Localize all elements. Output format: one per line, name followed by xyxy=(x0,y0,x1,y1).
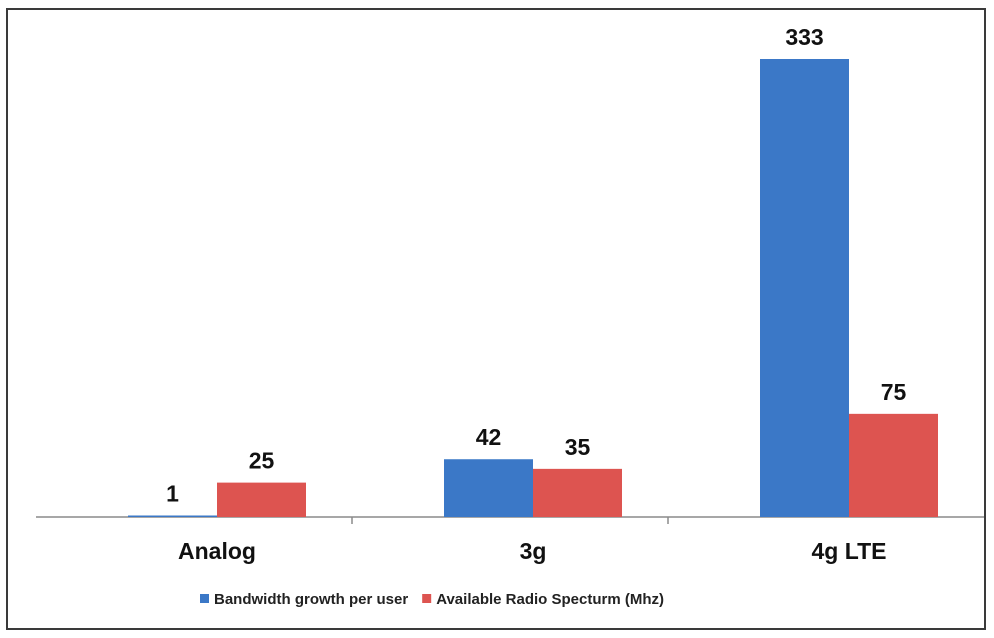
legend-label: Bandwidth growth per user xyxy=(214,591,408,608)
category-label: 4g LTE xyxy=(812,538,887,564)
category-label: 3g xyxy=(520,538,547,564)
bar-spectrum-analog xyxy=(217,482,306,517)
data-labels-group: 1 25 42 35 333 75 xyxy=(166,24,906,507)
data-label: 42 xyxy=(476,424,502,450)
data-label: 1 xyxy=(166,481,179,507)
category-labels-group: Analog 3g 4g LTE xyxy=(178,538,886,564)
x-axis-ticks xyxy=(351,517,669,524)
bar-spectrum-3g xyxy=(533,468,622,517)
category-label: Analog xyxy=(178,538,256,564)
data-label: 35 xyxy=(565,434,591,460)
bar-spectrum-4g-lte xyxy=(849,413,938,517)
data-label: 25 xyxy=(249,448,275,474)
data-label: 75 xyxy=(881,379,907,405)
bar-bandwidth-3g xyxy=(444,459,533,517)
legend: Bandwidth growth per user Available Radio… xyxy=(200,591,664,608)
data-label: 333 xyxy=(785,24,823,50)
bars-group xyxy=(128,59,938,517)
bar-bandwidth-4g-lte xyxy=(760,59,849,517)
legend-swatch xyxy=(422,594,432,603)
bar-bandwidth-analog xyxy=(128,515,217,517)
legend-swatch xyxy=(200,594,209,603)
legend-label: Available Radio Specturm (Mhz) xyxy=(436,591,664,608)
